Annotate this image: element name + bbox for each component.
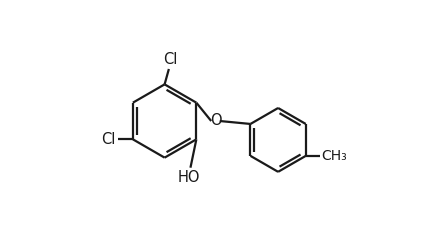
Text: CH₃: CH₃: [321, 149, 347, 163]
Text: HO: HO: [178, 170, 201, 185]
Text: O: O: [210, 113, 221, 129]
Text: Cl: Cl: [162, 52, 177, 67]
Text: Cl: Cl: [102, 132, 116, 147]
